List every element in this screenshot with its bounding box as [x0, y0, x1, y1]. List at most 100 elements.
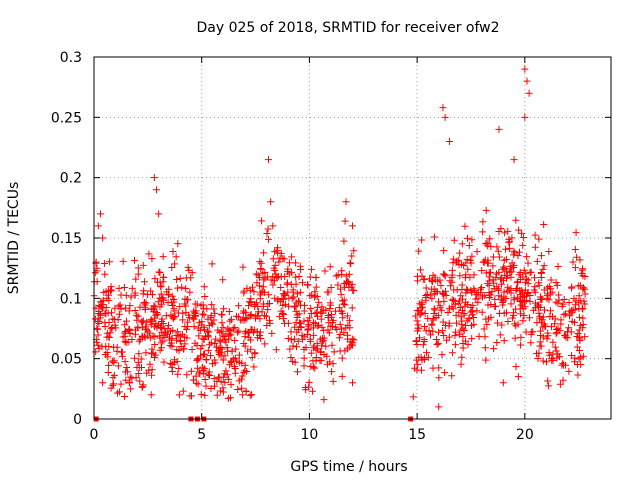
data-point: [164, 299, 172, 307]
data-point: [479, 218, 487, 226]
data-point: [216, 387, 224, 395]
data-point: [540, 320, 548, 328]
data-point: [433, 340, 441, 348]
data-point: [494, 285, 502, 293]
data-point: [205, 321, 213, 329]
data-point: [500, 337, 508, 345]
data-point: [148, 255, 156, 263]
data-point: [474, 298, 482, 306]
data-point: [494, 247, 502, 255]
data-point: [109, 381, 117, 389]
data-point: [441, 369, 449, 377]
data-point: [348, 252, 356, 260]
data-point: [456, 249, 464, 257]
data-point: [491, 295, 499, 303]
data-point: [244, 347, 252, 355]
data-point: [321, 267, 329, 275]
data-point: [561, 331, 569, 339]
data-point: [487, 243, 495, 251]
data-point: [458, 353, 466, 361]
data-point: [298, 335, 306, 343]
data-point: [281, 273, 289, 281]
data-point: [273, 274, 281, 282]
data-point: [292, 343, 300, 351]
data-point: [515, 226, 523, 234]
data-point: [135, 350, 143, 358]
data-point: [500, 256, 508, 264]
data-point: [195, 368, 203, 376]
data-point: [154, 310, 162, 318]
data-point: [286, 259, 294, 267]
data-point: [291, 323, 299, 331]
data-point: [288, 253, 296, 261]
data-point: [309, 357, 317, 365]
data-point: [313, 293, 321, 301]
data-point: [520, 266, 528, 274]
data-point: [537, 332, 545, 340]
data-point: [186, 288, 194, 296]
data-point: [517, 310, 525, 318]
data-point: [216, 337, 224, 345]
data-point: [200, 335, 208, 343]
data-point: [211, 359, 219, 367]
data-point: [135, 369, 143, 377]
data-point: [534, 354, 542, 362]
data-point: [576, 347, 584, 355]
data-point: [118, 348, 126, 356]
data-point: [295, 326, 303, 334]
data-point: [219, 323, 227, 331]
data-point: [495, 125, 503, 133]
data-point: [150, 354, 158, 362]
data-point: [201, 365, 209, 373]
data-point: [208, 260, 216, 268]
data-point: [484, 242, 492, 250]
data-point: [327, 284, 335, 292]
data-point: [426, 291, 434, 299]
data-point: [233, 328, 241, 336]
data-point: [216, 329, 224, 337]
data-point: [539, 357, 547, 365]
data-point: [182, 284, 190, 292]
data-point: [178, 283, 186, 291]
data-point: [531, 274, 539, 282]
data-point: [95, 319, 103, 327]
data-point: [294, 337, 302, 345]
data-point: [176, 274, 184, 282]
data-point: [235, 313, 243, 321]
data-point: [503, 274, 511, 282]
data-point: [487, 268, 495, 276]
data-point: [264, 306, 272, 314]
data-point: [108, 357, 116, 365]
data-point: [457, 313, 465, 321]
data-point: [470, 271, 478, 279]
data-point: [323, 352, 331, 360]
data-point: [93, 264, 101, 272]
data-point: [329, 316, 337, 324]
data-point: [121, 321, 129, 329]
data-point: [130, 256, 138, 264]
data-point: [576, 335, 584, 343]
data-point: [213, 391, 221, 399]
data-point: [151, 275, 159, 283]
data-point: [428, 277, 436, 285]
data-point: [159, 296, 167, 304]
data-point: [142, 325, 150, 333]
data-point: [157, 283, 165, 291]
data-point: [206, 352, 214, 360]
data-point: [448, 372, 456, 380]
data-point: [247, 336, 255, 344]
data-point: [308, 387, 316, 395]
data-point: [160, 358, 168, 366]
data-point: [139, 383, 147, 391]
data-point: [291, 303, 299, 311]
data-point: [483, 320, 491, 328]
data-point: [510, 156, 518, 164]
data-point: [537, 273, 545, 281]
data-point: [548, 288, 556, 296]
data-point: [200, 369, 208, 377]
data-point: [147, 391, 155, 399]
data-point: [191, 300, 199, 308]
data-point: [131, 326, 139, 334]
tick-labels: 0 5 10 15 20 0 0.05 0.1 0.15 0.2 0.25 0.3: [51, 50, 534, 443]
data-point: [247, 299, 255, 307]
